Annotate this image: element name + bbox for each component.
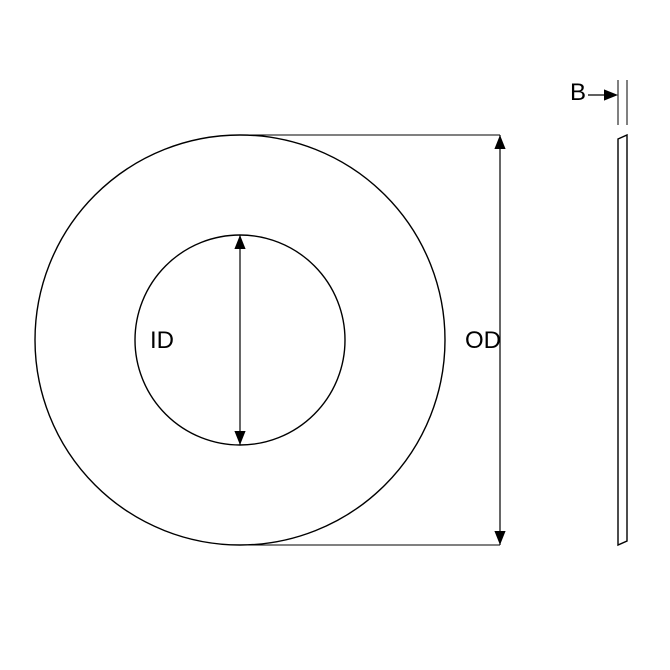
b-label: B xyxy=(570,79,586,106)
id-label: ID xyxy=(150,327,174,354)
washer-side-view xyxy=(618,135,627,545)
od-label: OD xyxy=(465,327,501,354)
